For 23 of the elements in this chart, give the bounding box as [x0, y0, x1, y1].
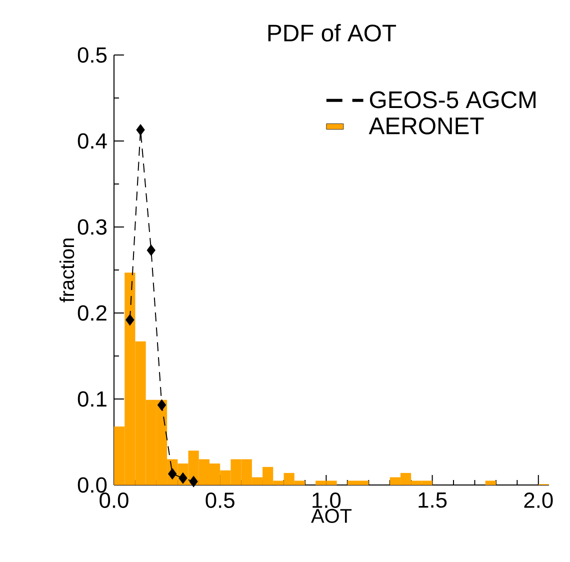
x-axis-title: AOT	[311, 508, 352, 523]
y-tick-label: 0.1	[78, 391, 106, 407]
point	[146, 244, 156, 256]
x-tick-label: 1.0	[312, 492, 341, 508]
point	[126, 314, 134, 326]
y-tick-label: 0.4	[78, 133, 107, 149]
y-tick-label: 0.3	[78, 219, 107, 235]
y-tick-label: 0.2	[78, 305, 106, 321]
y-axis-title: fraction	[60, 238, 74, 302]
point	[158, 400, 166, 410]
point	[168, 468, 177, 480]
x-tick-label: 2.0	[524, 492, 553, 508]
chart-title: PDF of AOT	[268, 24, 396, 42]
y-tick-label: 0.0	[78, 477, 107, 493]
x-tick-label: 1.5	[418, 492, 447, 508]
x-tick-label: 0.0	[100, 492, 128, 508]
point	[189, 476, 198, 488]
point	[178, 472, 188, 484]
y-tick-label: 0.5	[78, 47, 107, 63]
x-tick-label: 0.5	[206, 492, 234, 508]
legend-label: AERONET	[368, 117, 484, 134]
legend-label: GEOS-5 AGCM	[370, 91, 536, 108]
point	[136, 124, 145, 136]
